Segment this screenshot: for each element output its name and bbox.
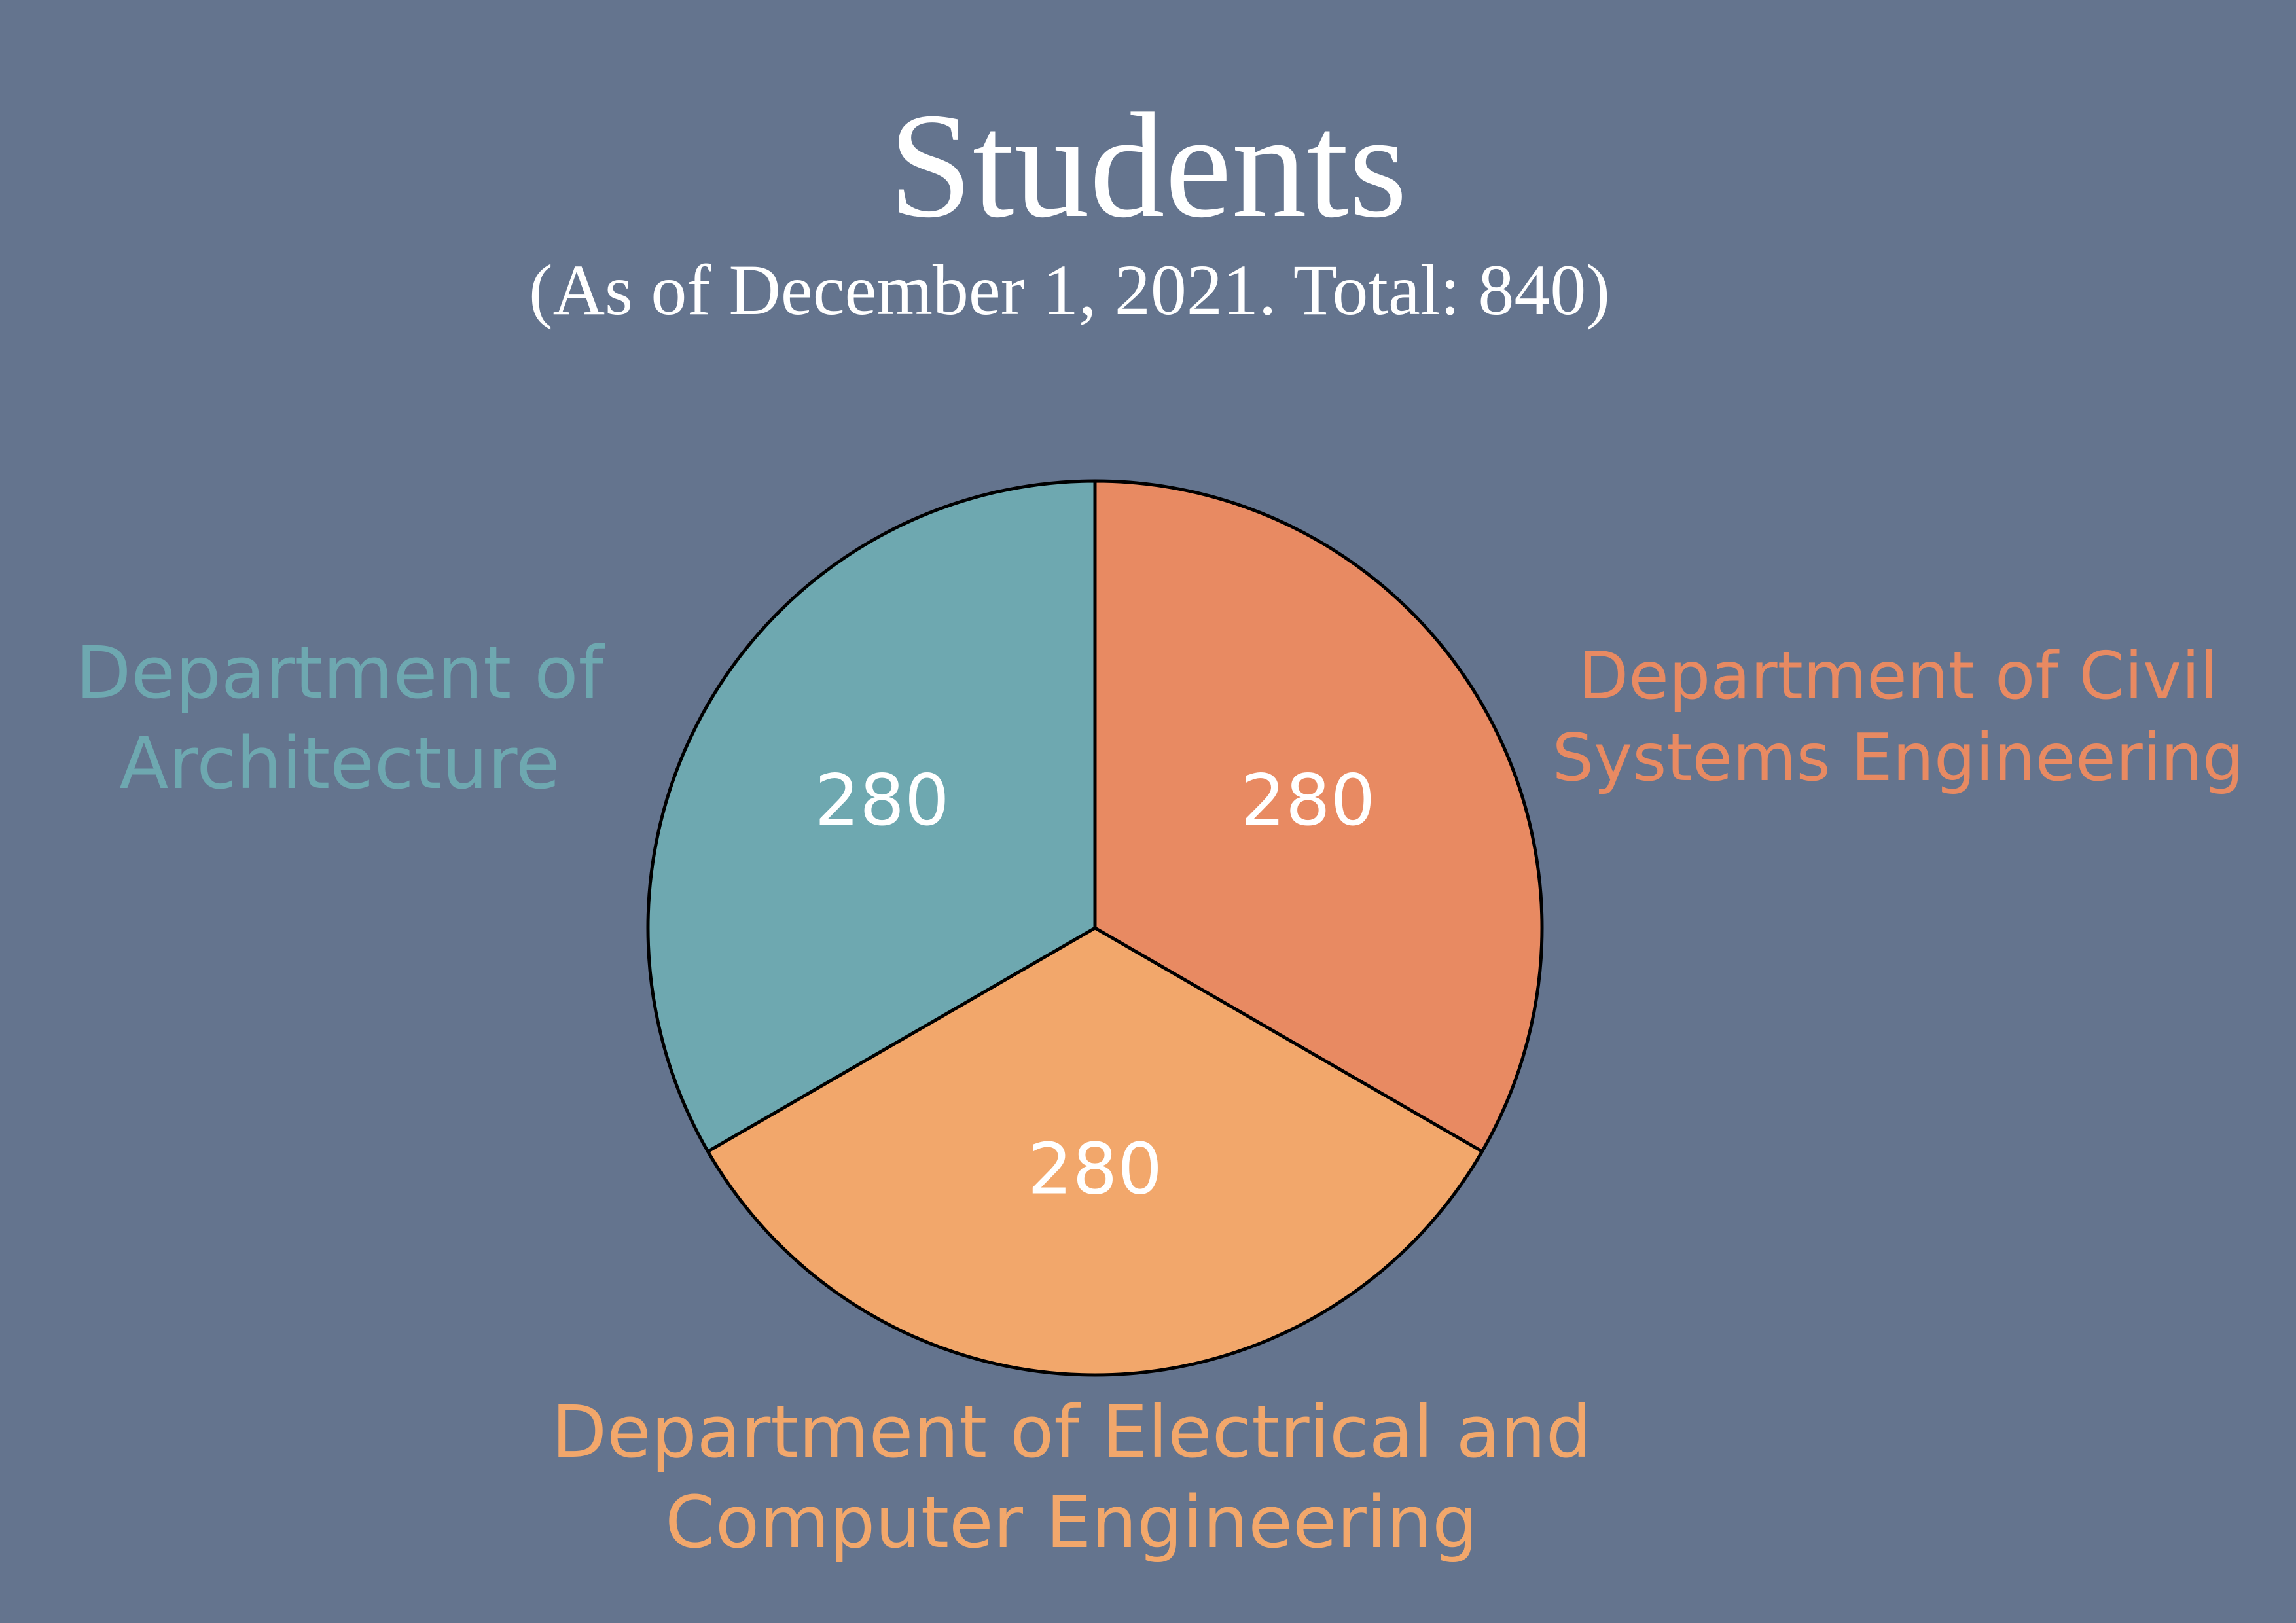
category-label: Department of Architecture xyxy=(75,631,604,805)
pie-slice xyxy=(646,479,1097,1153)
chart-title: Students xyxy=(888,82,1408,249)
value-label: 280 xyxy=(1028,1128,1162,1210)
category-label: Department of Civil Systems Engineering xyxy=(1552,637,2244,796)
value-label: 280 xyxy=(815,760,950,842)
category-label: Department of Electrical and Computer En… xyxy=(551,1390,1592,1564)
value-label: 280 xyxy=(1240,760,1375,842)
pie-slice xyxy=(1093,479,1544,1153)
chart-subtitle: (As of December 1, 2021. Total: 840) xyxy=(528,250,1611,330)
